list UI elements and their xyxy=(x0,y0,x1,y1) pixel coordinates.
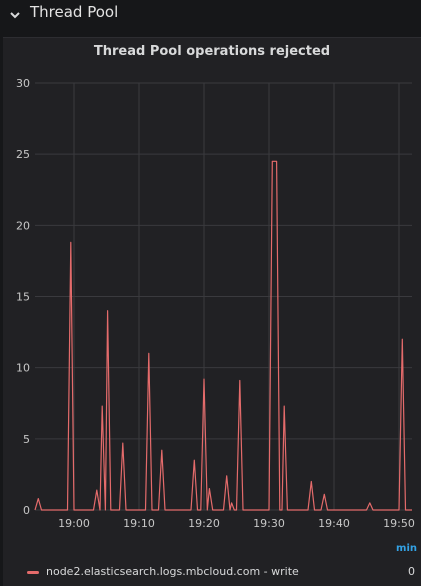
x-tick-label: 19:50 xyxy=(383,517,415,530)
chevron-down-icon[interactable] xyxy=(9,9,21,21)
chart-grid xyxy=(35,82,412,511)
y-axis-ticks: 0 5 10 15 20 25 30 xyxy=(16,77,30,517)
y-tick-label: 20 xyxy=(16,219,30,232)
legend-value: 0 xyxy=(408,565,415,578)
legend-swatch[interactable] xyxy=(27,571,39,574)
y-tick-label: 0 xyxy=(23,504,30,517)
y-tick-label: 10 xyxy=(16,362,30,375)
y-tick-label: 15 xyxy=(16,291,30,304)
legend-item[interactable]: node2.elasticsearch.logs.mbcloud.com - w… xyxy=(3,564,421,582)
y-tick-label: 25 xyxy=(16,148,30,161)
row-title[interactable]: Thread Pool xyxy=(30,3,119,21)
y-tick-label: 5 xyxy=(23,433,30,446)
x-tick-label: 19:20 xyxy=(188,517,220,530)
x-axis-ticks: 19:00 19:10 19:20 19:30 19:40 19:50 xyxy=(58,517,415,530)
y-tick-label: 30 xyxy=(16,77,30,90)
legend-label[interactable]: node2.elasticsearch.logs.mbcloud.com - w… xyxy=(46,565,299,578)
x-tick-label: 19:40 xyxy=(318,517,350,530)
series-line xyxy=(34,160,412,511)
x-tick-label: 19:10 xyxy=(123,517,155,530)
unit-label[interactable]: min xyxy=(396,543,417,554)
row-header[interactable]: Thread Pool xyxy=(0,0,421,30)
x-tick-label: 19:30 xyxy=(253,517,285,530)
x-tick-label: 19:00 xyxy=(58,517,90,530)
graph-panel: Thread Pool operations rejected 0 5 10 15 20… xyxy=(3,37,421,586)
chart-series xyxy=(34,160,412,511)
panel-title[interactable]: Thread Pool operations rejected xyxy=(93,44,331,59)
